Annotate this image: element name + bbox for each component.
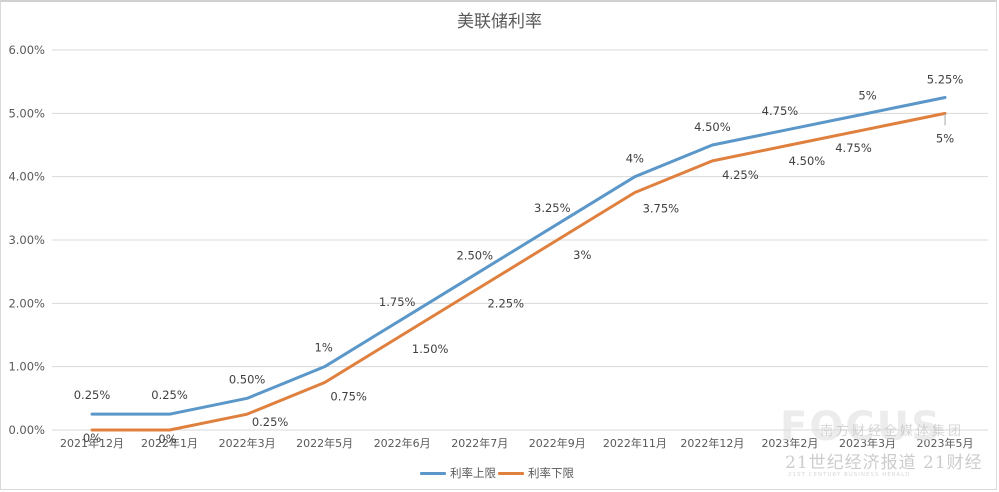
chart-title: 美联储利率: [457, 12, 542, 32]
y-tick-label: 2.00%: [8, 296, 45, 310]
legend-item-upper[interactable]: 利率上限: [420, 465, 496, 481]
data-label-lower: 0%: [158, 432, 176, 446]
data-label-upper: 1.75%: [379, 295, 416, 309]
data-label-lower: 0.25%: [252, 415, 289, 429]
x-tick-label: 2021年12月: [60, 436, 124, 450]
legend-swatch-upper: [420, 471, 446, 475]
series-line-lower[interactable]: [90, 111, 947, 432]
legend-item-lower[interactable]: 利率下限: [498, 465, 574, 481]
x-tick-label: 2023年2月: [761, 436, 818, 450]
data-label-upper: 3.25%: [534, 201, 571, 215]
legend: 利率上限 利率下限: [420, 465, 576, 481]
data-label-lower: 4.75%: [835, 141, 872, 155]
data-label-lower: 0%: [83, 431, 101, 445]
y-tick-label: 1.00%: [8, 360, 45, 374]
y-tick-label: 3.00%: [8, 233, 45, 247]
series-line-upper[interactable]: [90, 96, 947, 416]
y-tick-label: 5.00%: [8, 106, 45, 120]
x-tick-label: 2023年3月: [839, 436, 896, 450]
data-label-lower: 0.75%: [330, 390, 367, 404]
data-label-upper: 2.50%: [456, 249, 493, 263]
x-tick-label: 2023年5月: [917, 436, 974, 450]
x-tick-label: 2022年11月: [603, 436, 667, 450]
legend-swatch-lower: [498, 471, 524, 475]
data-label-lower: 4.25%: [722, 168, 759, 182]
legend-label-lower: 利率下限: [528, 466, 574, 480]
x-tick-label: 2022年9月: [529, 436, 586, 450]
x-tick-label: 2022年12月: [680, 436, 744, 450]
data-label-upper: 5%: [858, 88, 876, 102]
data-label-upper: 4.75%: [762, 104, 799, 118]
data-label-upper: 5.25%: [927, 73, 964, 87]
data-labels: 0.25% 0.25% 0.50% 1% 1.75% 2.50% 3.25% 4% 4.50% 4…: [74, 73, 964, 446]
y-tick-label: 0.00%: [8, 423, 45, 437]
y-axis: 0.00% 1.00% 2.00% 3.00% 4.00% 5.00% 6.00%: [8, 43, 45, 437]
data-label-upper: 1%: [315, 341, 333, 355]
data-label-upper: 0.25%: [151, 388, 188, 402]
x-tick-label: 2022年3月: [219, 436, 276, 450]
data-label-upper: 4%: [626, 152, 644, 166]
series-lines: [90, 96, 947, 432]
x-tick-label: 2022年6月: [374, 436, 431, 450]
data-label-upper: 0.50%: [229, 372, 266, 386]
data-label-lower: 3%: [573, 248, 591, 262]
data-label-lower: 2.25%: [487, 297, 524, 311]
data-label-lower: 4.50%: [789, 154, 826, 168]
data-label-upper: 4.50%: [694, 120, 731, 134]
data-label-upper: 0.25%: [74, 388, 111, 402]
data-label-lower: 3.75%: [643, 202, 680, 216]
data-label-lower: 1.50%: [412, 342, 449, 356]
gridlines: [52, 49, 988, 431]
x-tick-label: 2022年1月: [141, 436, 198, 450]
y-tick-label: 6.00%: [8, 43, 45, 57]
x-axis: 2021年12月 2022年1月 2022年3月 2022年5月 2022年6月 2022…: [60, 436, 974, 450]
x-tick-label: 2022年7月: [451, 436, 508, 450]
data-label-lower: 5%: [936, 131, 954, 145]
legend-label-upper: 利率上限: [450, 466, 496, 480]
y-tick-label: 4.00%: [8, 170, 45, 184]
x-tick-label: 2022年5月: [296, 436, 353, 450]
